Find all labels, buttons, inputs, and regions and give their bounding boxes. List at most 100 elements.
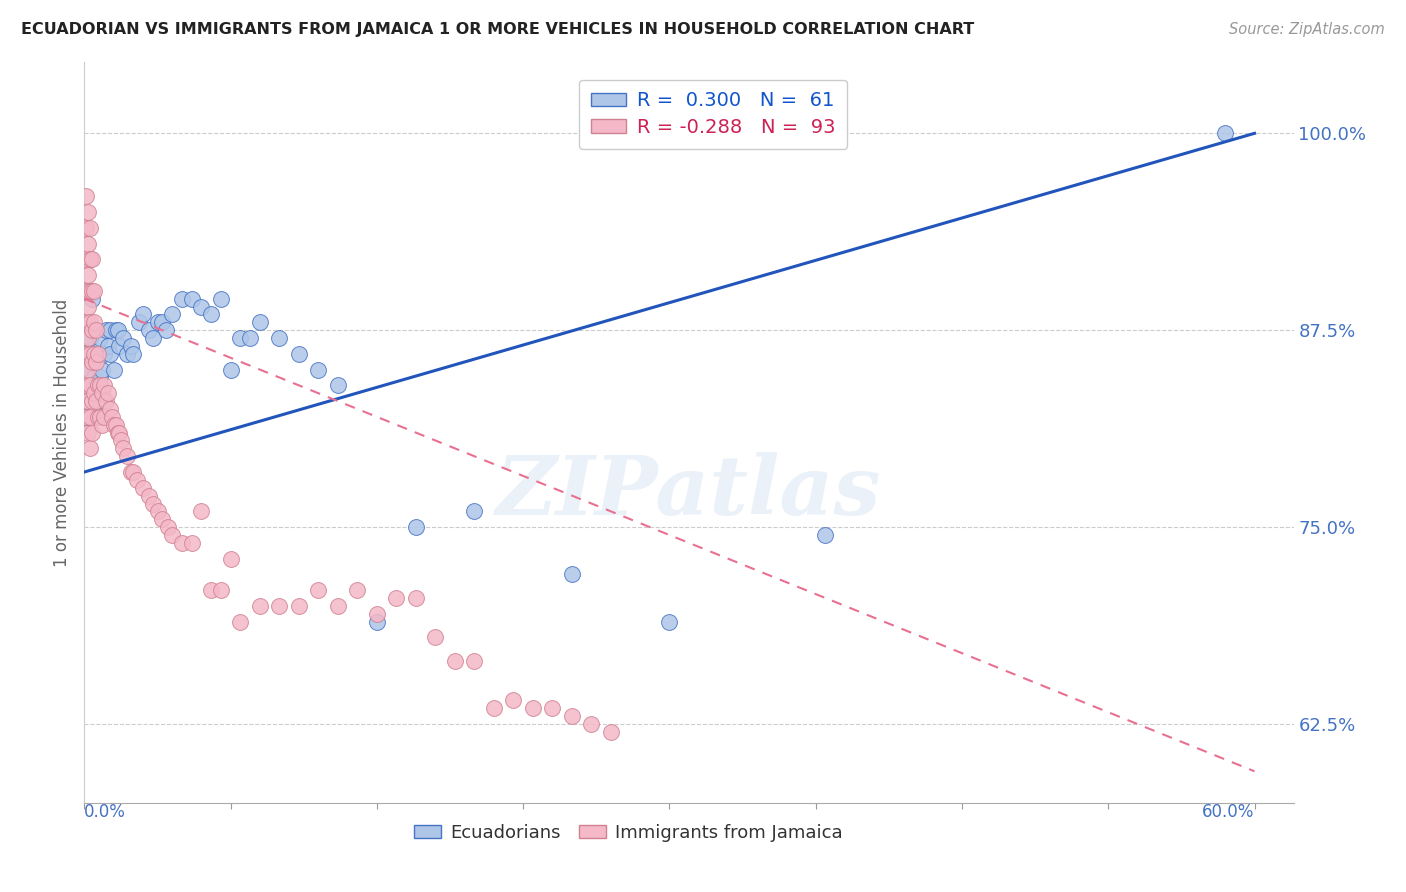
Point	[90, 386, 112, 401]
Point	[79, 284, 101, 298]
Point	[346, 583, 368, 598]
Point	[229, 615, 252, 629]
Point	[148, 504, 170, 518]
Point	[190, 300, 212, 314]
Point	[132, 481, 155, 495]
Point	[366, 607, 388, 621]
Point	[75, 409, 97, 424]
Point	[77, 378, 100, 392]
Point	[190, 504, 212, 518]
Point	[103, 417, 125, 432]
Point	[75, 284, 97, 298]
Point	[75, 220, 97, 235]
Point	[84, 323, 107, 337]
Point	[307, 362, 329, 376]
Point	[180, 292, 202, 306]
Point	[75, 362, 97, 376]
Point	[82, 284, 104, 298]
Point	[98, 402, 121, 417]
Point	[75, 409, 97, 424]
Point	[77, 394, 100, 409]
Point	[82, 252, 104, 267]
Point	[79, 252, 101, 267]
Point	[90, 417, 112, 432]
Text: 0.0%: 0.0%	[84, 803, 127, 821]
Point	[288, 347, 311, 361]
Point	[79, 362, 101, 376]
Point	[77, 236, 100, 251]
Point	[219, 362, 242, 376]
Point	[120, 339, 142, 353]
Point	[89, 370, 111, 384]
Point	[87, 347, 110, 361]
Text: ECUADORIAN VS IMMIGRANTS FROM JAMAICA 1 OR MORE VEHICLES IN HOUSEHOLD CORRELATIO: ECUADORIAN VS IMMIGRANTS FROM JAMAICA 1 …	[21, 22, 974, 37]
Point	[75, 189, 97, 203]
Text: ZIPatlas: ZIPatlas	[496, 452, 882, 532]
Point	[82, 425, 104, 440]
Point	[288, 599, 311, 613]
Point	[79, 315, 101, 329]
Point	[84, 386, 107, 401]
Point	[98, 347, 121, 361]
Point	[84, 394, 107, 409]
Point	[77, 331, 100, 345]
Point	[150, 315, 173, 329]
Point	[77, 362, 100, 376]
Point	[405, 591, 427, 605]
Point	[170, 536, 193, 550]
Point	[82, 394, 104, 409]
Point	[463, 654, 485, 668]
Point	[160, 528, 183, 542]
Point	[444, 654, 467, 668]
Point	[110, 434, 132, 448]
Point	[75, 331, 97, 345]
Point	[93, 347, 115, 361]
Point	[77, 347, 100, 361]
Point	[93, 409, 115, 424]
Point	[90, 362, 112, 376]
Point	[108, 425, 131, 440]
Point	[93, 378, 115, 392]
Point	[82, 292, 104, 306]
Point	[269, 331, 291, 345]
Text: Source: ZipAtlas.com: Source: ZipAtlas.com	[1229, 22, 1385, 37]
Point	[84, 355, 107, 369]
Point	[125, 473, 148, 487]
Point	[180, 536, 202, 550]
Point	[98, 323, 121, 337]
Point	[79, 252, 101, 267]
Point	[463, 504, 485, 518]
Point	[128, 315, 150, 329]
Point	[326, 378, 349, 392]
Point	[83, 284, 105, 298]
Point	[112, 331, 135, 345]
Point	[269, 599, 291, 613]
Text: 60.0%: 60.0%	[1202, 803, 1254, 821]
Point	[581, 717, 603, 731]
Point	[1213, 126, 1236, 140]
Point	[77, 300, 100, 314]
Point	[249, 599, 271, 613]
Point	[138, 323, 160, 337]
Point	[522, 701, 544, 715]
Point	[107, 425, 129, 440]
Point	[100, 409, 122, 424]
Point	[170, 292, 193, 306]
Point	[112, 442, 135, 456]
Point	[75, 252, 97, 267]
Point	[87, 409, 110, 424]
Point	[79, 409, 101, 424]
Point	[79, 220, 101, 235]
Point	[89, 409, 111, 424]
Point	[405, 520, 427, 534]
Point	[200, 308, 222, 322]
Point	[209, 583, 232, 598]
Point	[117, 347, 139, 361]
Point	[120, 465, 142, 479]
Point	[155, 323, 177, 337]
Point	[385, 591, 408, 605]
Point	[482, 701, 505, 715]
Point	[200, 583, 222, 598]
Point	[142, 331, 165, 345]
Point	[150, 512, 173, 526]
